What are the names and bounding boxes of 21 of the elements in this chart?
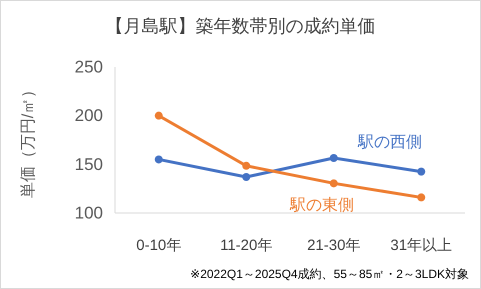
point (330, 179, 338, 188)
series-label: 駅の西側 (357, 134, 422, 151)
chart-title: 【月島駅】築年数帯別の成約単価 (106, 16, 376, 36)
y-tick-label: 100 (74, 204, 103, 222)
y-axis-title: 単価（万円/㎡） (20, 82, 37, 198)
y-tick-label: 150 (74, 154, 103, 174)
point (417, 168, 426, 176)
point (330, 154, 338, 162)
x-tick-label: 21-30年 (307, 237, 360, 254)
point (242, 162, 250, 170)
x-tick-label: 31年以上 (390, 237, 452, 254)
text: ※2022Q1～2025Q4成約、55～85㎡・2～3LDK対象 (190, 267, 469, 281)
point (417, 193, 426, 202)
x-tick-label: 0-10年 (136, 237, 182, 254)
point (154, 155, 163, 164)
y-tick-label: 250 (74, 58, 103, 76)
series-label: 駅の東側 (289, 196, 354, 214)
point (154, 112, 163, 120)
y-tick-label: 200 (74, 106, 103, 126)
x-tick-label: 11-20年 (220, 237, 272, 254)
point (242, 172, 250, 181)
